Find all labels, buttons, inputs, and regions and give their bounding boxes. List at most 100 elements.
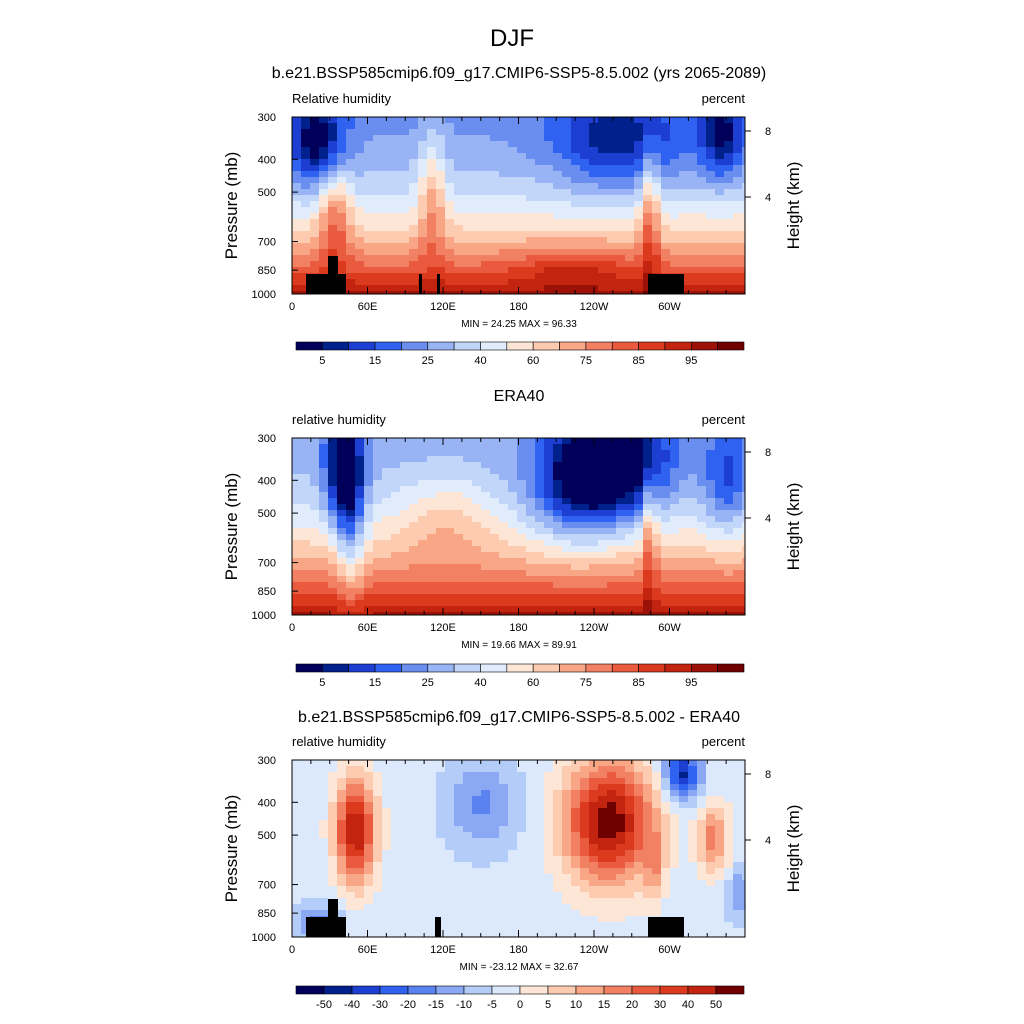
y-tick-label: 500: [258, 508, 276, 520]
right-tick-label: 8: [765, 126, 771, 138]
y-tick-label: 400: [258, 154, 276, 166]
main-title: DJF: [490, 25, 534, 52]
colorbar-swatch: [532, 341, 560, 351]
colorbar-swatch: [575, 985, 605, 995]
y-tick-label: 850: [258, 908, 276, 920]
colorbar-swatch: [427, 663, 455, 673]
colorbar-label: 85: [632, 355, 644, 367]
colorbar-swatch: [463, 985, 493, 995]
colorbar-swatch: [547, 985, 577, 995]
colorbar-label: 15: [369, 677, 381, 689]
contour-field: [292, 760, 745, 937]
colorbar-swatch: [407, 985, 437, 995]
panel-2: ERA40 relative humidity percent 0 60E 120E 180…: [222, 388, 803, 689]
colorbar-swatch: [585, 663, 613, 673]
panel-title: b.e21.BSSP585cmip6.f09_g17.CMIP6-SSP5-8.…: [272, 65, 767, 82]
x-tick-label: 0: [289, 301, 295, 313]
colorbar-label: -15: [428, 999, 444, 1011]
colorbar-swatch: [519, 985, 549, 995]
y-tick-label: 300: [258, 755, 276, 767]
colorbar-label: 75: [580, 677, 592, 689]
contour-field: [292, 438, 745, 615]
colorbar-label: 75: [580, 355, 592, 367]
colorbar-swatch: [351, 985, 381, 995]
units-label: percent: [702, 91, 746, 106]
y-tick-label: 850: [258, 265, 276, 277]
y-tick-label: 700: [258, 237, 276, 249]
y-tick-label: 300: [258, 433, 276, 445]
colorbar-swatch: [374, 341, 402, 351]
x-tick-label: 180: [509, 622, 527, 634]
terrain-mask: [306, 256, 684, 294]
colorbar-label: 25: [422, 677, 434, 689]
right-axis-title: Height (km): [784, 162, 803, 250]
terrain-mask: [306, 899, 684, 937]
x-tick-label: 180: [509, 944, 527, 956]
colorbar-swatch: [401, 663, 429, 673]
variable-label: relative humidity: [292, 412, 386, 427]
colorbar-swatch: [611, 663, 639, 673]
y-axis-title: Pressure (mb): [222, 152, 241, 260]
colorbar-swatch: [348, 341, 376, 351]
colorbar-swatch: [715, 985, 745, 995]
colorbar-swatch: [480, 663, 508, 673]
x-tick-label: 120E: [430, 301, 456, 313]
colorbar-label: -40: [344, 999, 360, 1011]
stats-text: MIN = 19.66 MAX = 89.91: [461, 640, 577, 651]
x-axis-ticks: [291, 760, 746, 937]
x-tick-label: 120W: [580, 301, 609, 313]
colorbar: 5 15 25 40 60 75 85 95: [295, 341, 745, 367]
colorbar-label: 5: [545, 999, 551, 1011]
colorbar-label: 10: [570, 999, 582, 1011]
colorbar-label: 15: [369, 355, 381, 367]
panel-1: b.e21.BSSP585cmip6.f09_g17.CMIP6-SSP5-8.…: [222, 65, 803, 367]
x-tick-label: 120W: [580, 944, 609, 956]
y-axis-title: Pressure (mb): [222, 795, 241, 903]
y-tick-label: 300: [258, 112, 276, 124]
right-axis-title: Height (km): [784, 805, 803, 893]
colorbar-swatch: [453, 341, 481, 351]
variable-label: Relative humidity: [292, 91, 391, 106]
x-tick-label: 120W: [580, 622, 609, 634]
y-tick-label: 1000: [252, 610, 276, 622]
colorbar-swatch: [717, 663, 745, 673]
colorbar-swatch: [295, 341, 323, 351]
panel-title: b.e21.BSSP585cmip6.f09_g17.CMIP6-SSP5-8.…: [298, 709, 740, 726]
panel-title: ERA40: [494, 388, 545, 405]
colorbar-swatch: [585, 341, 613, 351]
x-tick-label: 0: [289, 622, 295, 634]
right-tick-label: 4: [765, 835, 771, 847]
colorbar-swatch: [638, 341, 666, 351]
units-label: percent: [702, 412, 746, 427]
colorbar-label: 40: [682, 999, 694, 1011]
colorbar-swatch: [295, 663, 323, 673]
x-tick-label: 60W: [658, 622, 681, 634]
colorbar-label: 60: [527, 355, 539, 367]
colorbar-label: -10: [456, 999, 472, 1011]
colorbar-swatch: [717, 341, 745, 351]
colorbar-swatch: [322, 663, 350, 673]
colorbar-swatch: [690, 341, 718, 351]
colorbar-label: -50: [316, 999, 332, 1011]
colorbar-swatch: [506, 341, 534, 351]
colorbar-label: 85: [632, 677, 644, 689]
colorbar-swatch: [379, 985, 409, 995]
colorbar-swatch: [611, 341, 639, 351]
colorbar-swatch: [401, 341, 429, 351]
x-tick-label: 60E: [358, 301, 378, 313]
panel-3: b.e21.BSSP585cmip6.f09_g17.CMIP6-SSP5-8.…: [222, 709, 803, 1011]
colorbar-label: 40: [474, 355, 486, 367]
colorbar-swatch: [559, 663, 587, 673]
x-tick-label: 60W: [658, 944, 681, 956]
colorbar-swatch: [295, 985, 325, 995]
y-tick-label: 500: [258, 830, 276, 842]
colorbar: 5 15 25 40 60 75 85 95: [295, 663, 745, 689]
colorbar-label: -30: [372, 999, 388, 1011]
colorbar-label: 30: [654, 999, 666, 1011]
colorbar-swatch: [453, 663, 481, 673]
x-tick-label: 180: [509, 301, 527, 313]
x-axis-ticks: [291, 438, 746, 615]
colorbar-swatch: [631, 985, 661, 995]
colorbar-swatch: [603, 985, 633, 995]
colorbar-label: -20: [400, 999, 416, 1011]
